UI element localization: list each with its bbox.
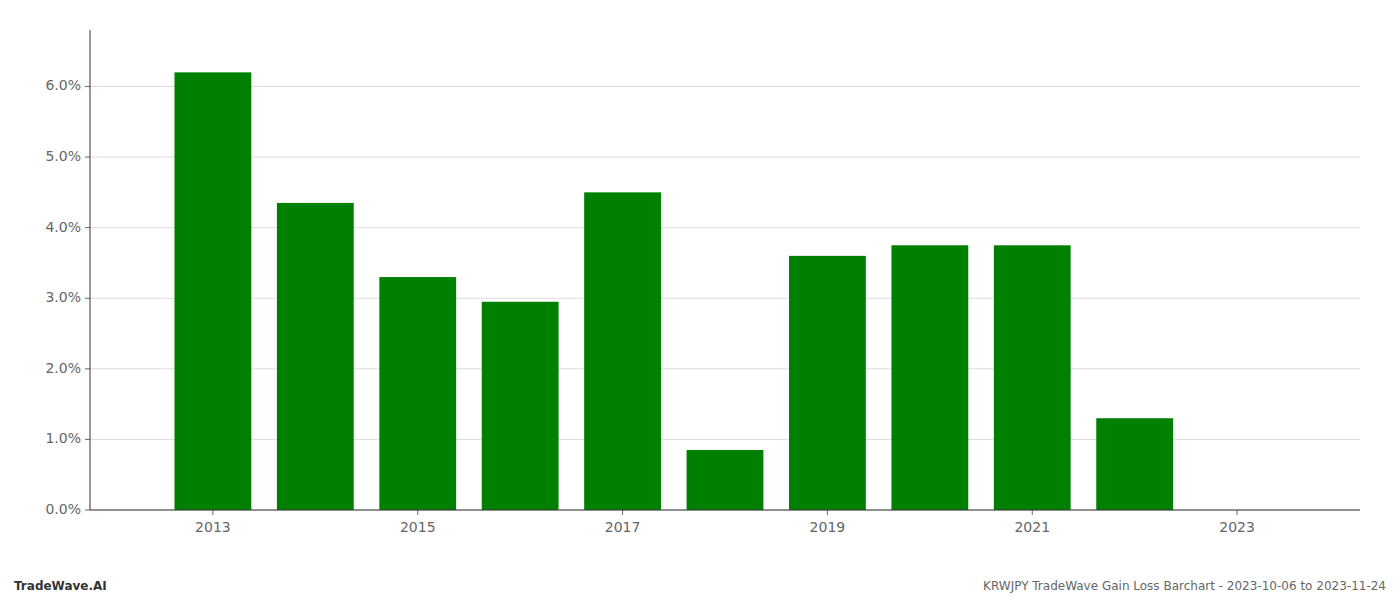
x-tick: [1032, 510, 1033, 515]
annotation-right: KRWJPY TradeWave Gain Loss Barchart - 20…: [983, 579, 1386, 593]
bar: [584, 192, 661, 510]
bar: [994, 245, 1071, 510]
y-tick-label: 5.0%: [45, 148, 81, 164]
bar: [379, 277, 456, 510]
y-tick-label: 3.0%: [45, 289, 81, 305]
x-tick-label: 2015: [400, 519, 436, 535]
grid-line: [90, 157, 1360, 158]
grid-line: [90, 86, 1360, 87]
y-tick: [85, 368, 90, 369]
bar: [482, 302, 559, 510]
annotation-left: TradeWave.AI: [14, 579, 107, 593]
x-tick-label: 2023: [1219, 519, 1255, 535]
x-axis-line: [90, 510, 1360, 511]
x-tick: [417, 510, 418, 515]
y-tick: [85, 86, 90, 87]
x-tick: [622, 510, 623, 515]
y-tick-label: 2.0%: [45, 360, 81, 376]
y-tick: [85, 298, 90, 299]
grid: [90, 86, 1360, 510]
bar: [891, 245, 968, 510]
y-tick-label: 6.0%: [45, 77, 81, 93]
x-tick: [1237, 510, 1238, 515]
chart-svg: 0.0% 1.0% 2.0% 3.0% 4.0% 5.0% 6.0% 2013 2015 2017…: [0, 0, 1400, 600]
y-tick-label: 0.0%: [45, 501, 81, 517]
bars: [174, 72, 1173, 510]
y-tick-label: 1.0%: [45, 430, 81, 446]
x-tick: [212, 510, 213, 515]
x-tick-label: 2017: [605, 519, 641, 535]
chart-container: 0.0% 1.0% 2.0% 3.0% 4.0% 5.0% 6.0% 2013 2015 2017…: [0, 0, 1400, 600]
bar: [1096, 418, 1173, 510]
y-tick: [85, 157, 90, 158]
bar: [687, 450, 764, 510]
bar: [789, 256, 866, 510]
x-tick: [827, 510, 828, 515]
y-tick: [85, 510, 90, 511]
x-tick-label: 2019: [810, 519, 846, 535]
y-tick: [85, 439, 90, 440]
bar: [174, 72, 251, 510]
y-axis-line: [90, 30, 91, 510]
grid-line: [90, 510, 1360, 511]
y-tick-label: 4.0%: [45, 219, 81, 235]
bar: [277, 203, 354, 510]
x-tick-label: 2013: [195, 519, 231, 535]
y-tick: [85, 227, 90, 228]
x-tick-label: 2021: [1014, 519, 1050, 535]
